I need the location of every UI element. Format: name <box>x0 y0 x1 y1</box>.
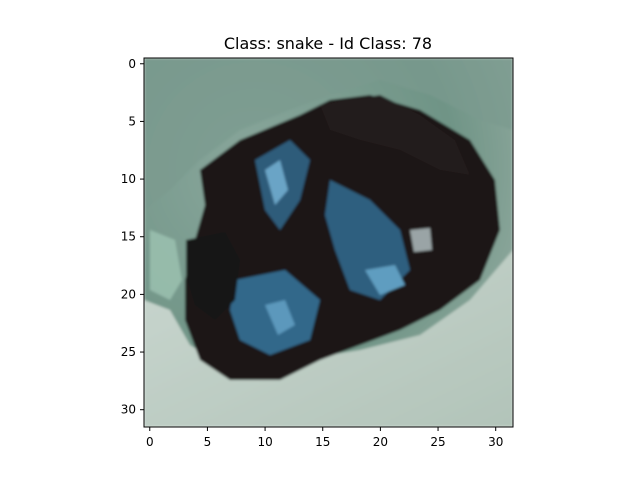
x-tick-label: 25 <box>430 435 445 449</box>
x-tick-label: 0 <box>146 435 154 449</box>
x-tick-label: 20 <box>373 435 388 449</box>
x-tick-label: 5 <box>204 435 212 449</box>
snake-photo <box>144 58 513 427</box>
x-axis: 0 5 10 15 20 25 30 <box>146 427 503 449</box>
image-frame <box>143 57 514 428</box>
y-tick-label: 15 <box>121 230 136 244</box>
x-tick-label: 15 <box>315 435 330 449</box>
y-tick-label: 20 <box>121 287 136 301</box>
x-tick-label: 10 <box>257 435 272 449</box>
y-tick-label: 0 <box>128 57 136 71</box>
y-tick-label: 5 <box>128 114 136 128</box>
y-tick-label: 25 <box>121 345 136 359</box>
y-tick-label: 30 <box>121 403 136 417</box>
y-axis: 0 5 10 15 20 25 30 <box>121 57 144 417</box>
x-tick-label: 30 <box>488 435 503 449</box>
figure-title: Class: snake - Id Class: 78 <box>224 34 432 53</box>
y-tick-label: 10 <box>121 172 136 186</box>
image-plot <box>143 57 514 428</box>
